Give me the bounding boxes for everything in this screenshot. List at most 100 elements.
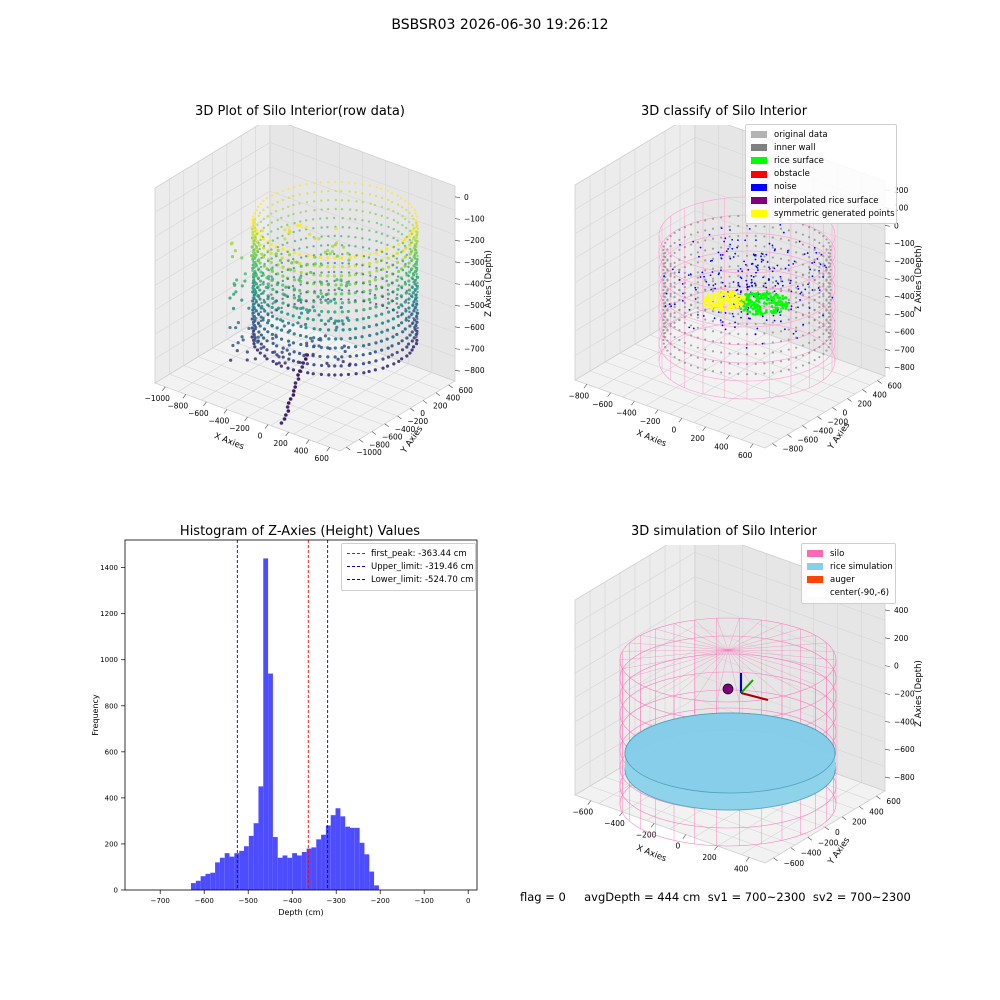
symmetric-point	[706, 293, 710, 296]
data-point	[270, 275, 273, 278]
data-point	[306, 192, 309, 195]
wall-point	[787, 269, 790, 272]
wall-point	[711, 340, 715, 343]
x-tick	[182, 394, 187, 399]
z-tick-label: −100	[464, 215, 485, 224]
data-point	[253, 230, 256, 233]
grid-line	[255, 321, 441, 391]
x-axis-label: X Axies	[213, 431, 246, 452]
data-point	[252, 260, 255, 263]
wall-point	[666, 308, 669, 311]
data-point	[262, 280, 265, 284]
data-point	[414, 341, 419, 346]
noise-point	[692, 240, 695, 243]
data-point	[273, 300, 277, 304]
data-point	[318, 255, 323, 260]
data-point	[379, 268, 383, 272]
data-point	[276, 191, 279, 195]
symmetric-point	[712, 295, 716, 299]
data-point	[354, 299, 357, 302]
noise-point	[671, 268, 674, 271]
data-point	[337, 286, 341, 291]
data-point	[415, 263, 419, 267]
data-point	[416, 308, 419, 312]
y-tick	[802, 425, 807, 429]
wall-point	[689, 303, 693, 306]
noise-point	[761, 315, 764, 318]
data-point	[334, 198, 338, 202]
data-point	[401, 260, 405, 263]
data-point	[416, 227, 420, 231]
wall-point	[827, 346, 830, 349]
silo-wire	[694, 649, 729, 701]
wall-point	[795, 296, 798, 299]
data-point	[386, 319, 390, 323]
data-point	[368, 292, 372, 295]
data-point	[405, 336, 409, 340]
data-point	[252, 341, 256, 346]
wall-point	[669, 284, 672, 288]
data-point	[400, 357, 404, 361]
y-tick	[832, 407, 837, 411]
data-point	[381, 277, 384, 281]
data-point	[254, 271, 258, 275]
data-point	[312, 344, 316, 348]
x-tick	[587, 800, 592, 805]
classify-legend: original data inner wall rice surface obsta…	[745, 124, 897, 225]
data-point	[284, 285, 288, 289]
data-point	[405, 345, 409, 349]
data-point	[346, 309, 350, 314]
wall-point	[787, 309, 790, 312]
data-point	[415, 314, 418, 317]
wall-point	[664, 261, 667, 264]
wall-point	[787, 279, 790, 282]
wall-point	[787, 259, 790, 262]
noise-point	[753, 282, 756, 285]
data-point	[395, 302, 399, 305]
data-point	[298, 261, 302, 266]
histogram-bar	[243, 846, 249, 890]
data-point	[299, 298, 303, 302]
wall-point	[818, 266, 821, 269]
data-point	[254, 289, 258, 293]
data-point	[286, 223, 289, 227]
y-tick-label: −200	[408, 417, 429, 426]
data-point	[277, 355, 281, 359]
data-point	[416, 317, 419, 321]
data-point	[385, 274, 389, 278]
wall-point	[795, 326, 798, 329]
wall-point	[808, 301, 811, 304]
wall-point	[704, 348, 707, 351]
data-point	[260, 229, 265, 233]
noise-point	[720, 269, 722, 272]
data-point	[367, 220, 371, 223]
data-point	[275, 344, 279, 348]
data-point	[270, 293, 273, 296]
data-point	[355, 272, 358, 275]
data-point	[327, 198, 330, 202]
legend-item: center(-90,-6)	[807, 587, 890, 600]
data-point	[386, 243, 389, 247]
histogram-bar	[359, 842, 365, 890]
noise-point	[753, 254, 756, 257]
data-point	[400, 339, 404, 343]
data-point	[375, 266, 378, 270]
grid-line	[154, 190, 271, 262]
data-point	[340, 207, 344, 211]
data-point	[324, 298, 328, 302]
data-point	[283, 293, 287, 297]
data-point	[291, 341, 296, 345]
data-point	[339, 364, 343, 368]
noise-point	[699, 246, 702, 249]
data-point	[390, 353, 394, 357]
wall-point	[689, 233, 693, 236]
y-tick-label: 600	[105, 748, 118, 756]
y-tick	[787, 434, 792, 438]
data-point	[251, 290, 255, 294]
rice-point	[784, 307, 788, 310]
data-point	[403, 217, 407, 221]
wall-point	[745, 224, 749, 227]
data-point	[299, 220, 302, 223]
data-point	[407, 234, 411, 238]
data-point	[286, 277, 290, 281]
